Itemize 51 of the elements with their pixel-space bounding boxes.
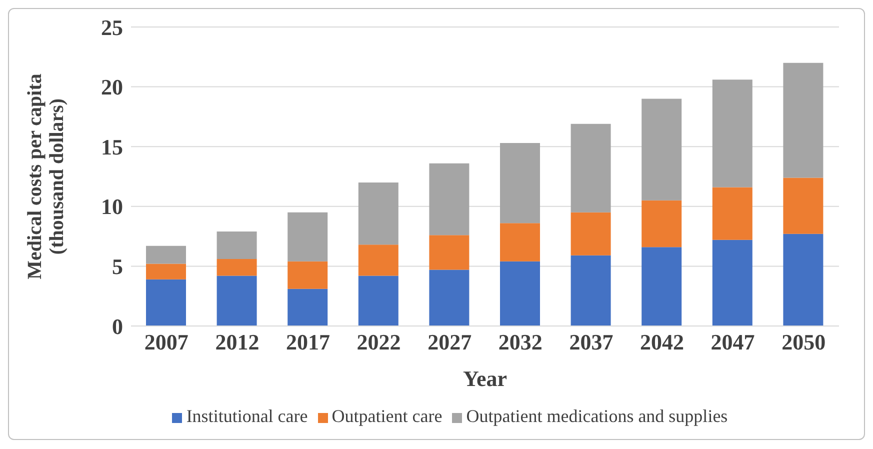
bar xyxy=(500,223,540,262)
bar xyxy=(216,276,257,326)
bar xyxy=(570,255,611,326)
bar xyxy=(429,163,470,236)
bar xyxy=(288,288,328,326)
x-tick-label: 2047 xyxy=(710,330,755,355)
bar xyxy=(288,261,328,289)
x-tick-label: 2032 xyxy=(498,330,542,355)
bar xyxy=(500,261,540,326)
y-tick-label: 5 xyxy=(112,254,123,280)
bar xyxy=(712,240,752,326)
x-tick-label: 2050 xyxy=(782,330,826,355)
y-tick-label: 20 xyxy=(101,74,123,100)
x-tick-label: 2037 xyxy=(569,330,614,355)
bar xyxy=(642,247,682,326)
bar xyxy=(712,80,752,188)
bar xyxy=(429,235,470,270)
bar xyxy=(783,234,824,326)
y-tick-label: 15 xyxy=(101,134,123,160)
bar xyxy=(146,264,186,280)
bar xyxy=(642,200,682,248)
y-tick-label: 0 xyxy=(112,314,123,339)
bar xyxy=(712,187,752,240)
bar xyxy=(642,98,682,200)
y-tick-label: 10 xyxy=(101,194,123,220)
legend-label: Institutional care xyxy=(186,406,308,426)
bar xyxy=(146,279,186,326)
bar xyxy=(358,182,398,245)
bar xyxy=(500,143,540,224)
bar xyxy=(216,232,257,260)
x-tick-label: 2027 xyxy=(428,330,472,355)
bar xyxy=(358,276,398,326)
x-tick-label: 2022 xyxy=(356,330,401,355)
bar xyxy=(783,62,824,178)
bar xyxy=(570,124,611,212)
x-tick-label: 2012 xyxy=(215,330,260,355)
x-tick-label: 2007 xyxy=(144,330,188,355)
y-axis-title: Medical costs per capita (thousand dollars) xyxy=(24,74,68,280)
x-tick-label: 2042 xyxy=(640,330,684,355)
bar xyxy=(570,212,611,256)
x-tick-label: 2017 xyxy=(286,330,330,355)
bar xyxy=(358,244,398,276)
bar xyxy=(783,178,824,234)
bar xyxy=(146,246,186,264)
x-axis-title: Year xyxy=(463,366,508,391)
legend-label: Outpatient medications and supplies xyxy=(466,406,728,426)
y-tick-label: 25 xyxy=(101,14,123,40)
bar xyxy=(288,212,328,262)
legend-label: Outpatient care xyxy=(332,406,442,426)
bar xyxy=(216,259,257,276)
bar xyxy=(429,270,470,326)
